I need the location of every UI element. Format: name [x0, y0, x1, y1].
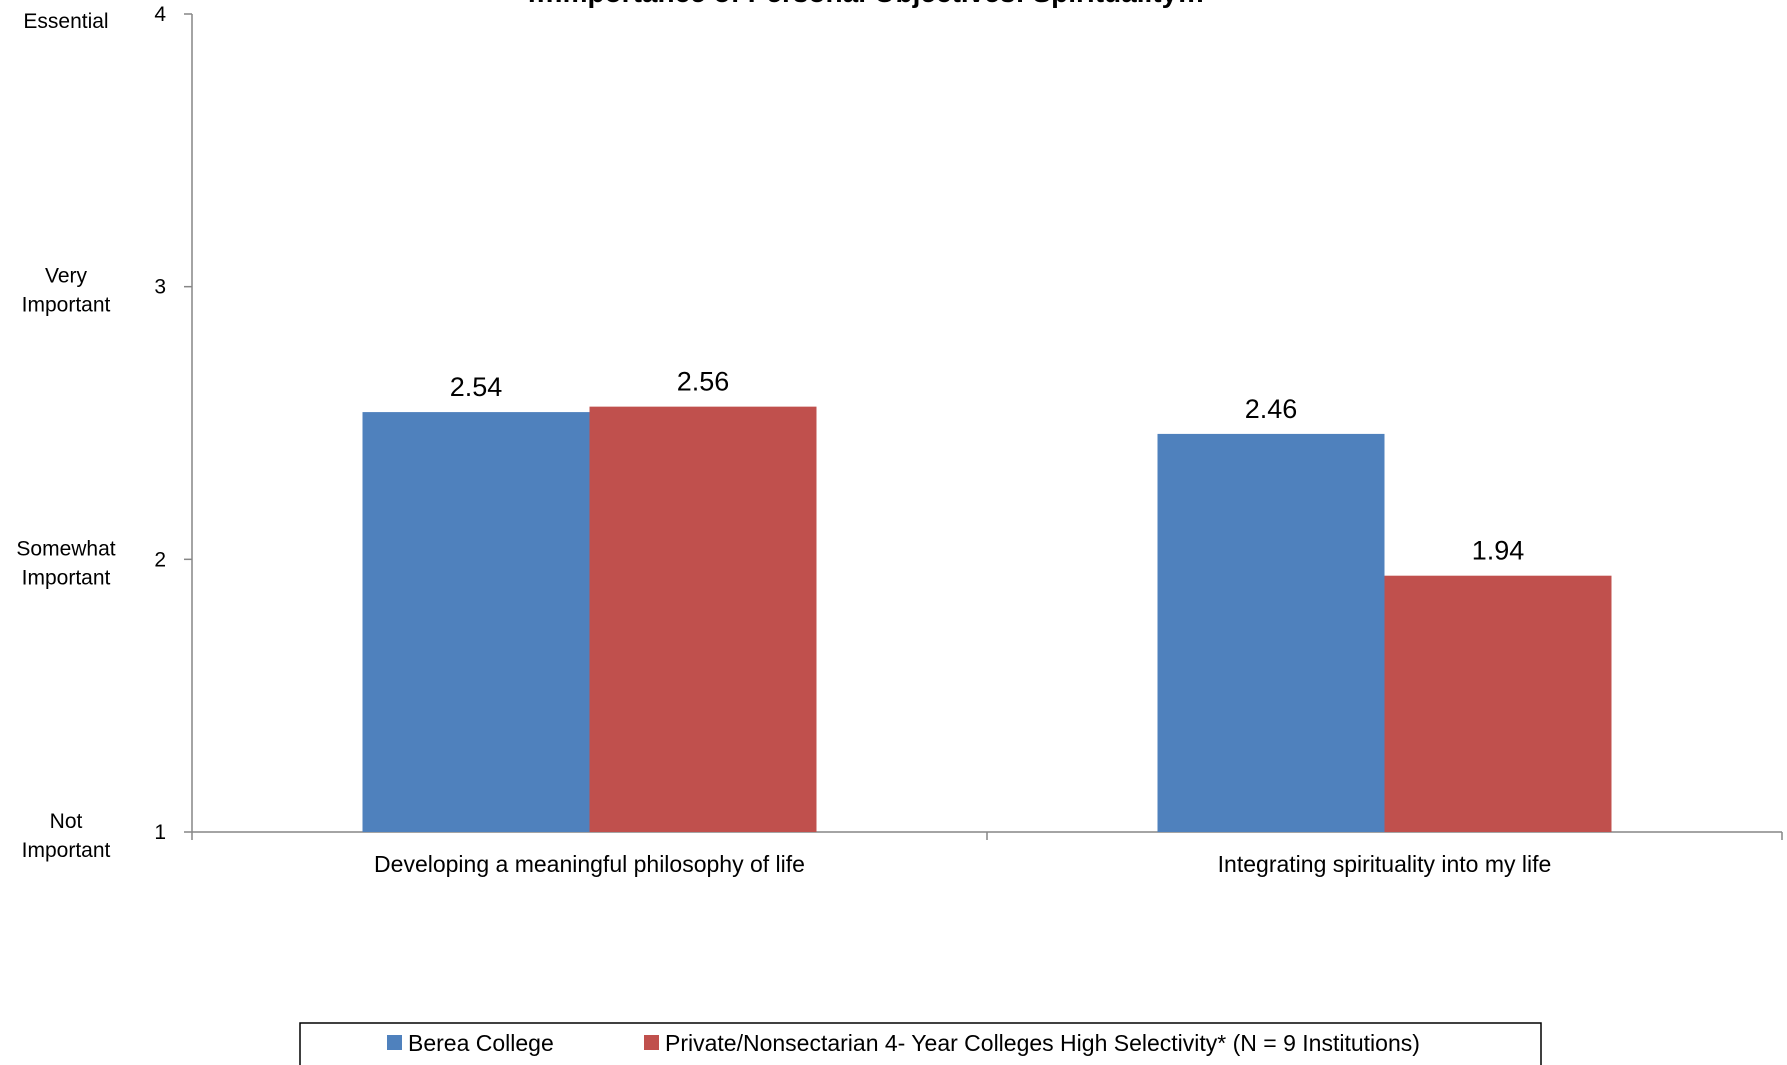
data-label: 2.54	[450, 372, 503, 402]
bar	[1157, 433, 1385, 832]
y-tick-label: 4	[154, 3, 166, 26]
data-label: 2.56	[677, 367, 730, 397]
y-tick-label: 2	[154, 548, 166, 571]
scale-label: Important	[22, 839, 111, 862]
scale-label: Somewhat	[16, 537, 115, 560]
legend-item: Private/Nonsectarian 4- Year Colleges Hi…	[665, 1030, 1420, 1056]
legend-swatch	[644, 1035, 659, 1050]
labels: 1 2 3 4 Essential Very Important Somewhat Import…	[16, 3, 1551, 877]
legend-box	[299, 1022, 1542, 1065]
x-tick-label: Integrating spirituality into my life	[1218, 851, 1552, 877]
bar	[362, 412, 590, 832]
data-label: 1.94	[1472, 536, 1525, 566]
scale-label: Important	[22, 294, 111, 317]
bar	[1384, 575, 1612, 832]
y-tick-label: 3	[154, 276, 166, 299]
chart-title: …Importance of Personal Objectives: Spir…	[527, 0, 1205, 8]
scale-label: Not	[50, 810, 83, 833]
legend: Berea College Private/Nonsectarian 4- Yea…	[299, 1022, 1542, 1065]
bar	[589, 406, 817, 832]
legend-swatch	[387, 1035, 402, 1050]
legend-item: Berea College	[408, 1030, 554, 1056]
scale-label: Very	[45, 265, 88, 288]
scale-label: Essential	[23, 10, 108, 33]
bars	[362, 406, 1612, 832]
data-label: 2.46	[1245, 394, 1298, 424]
x-tick-label: Developing a meaningful philosophy of li…	[374, 851, 805, 877]
scale-label: Important	[22, 566, 111, 589]
y-tick-label: 1	[154, 821, 166, 844]
